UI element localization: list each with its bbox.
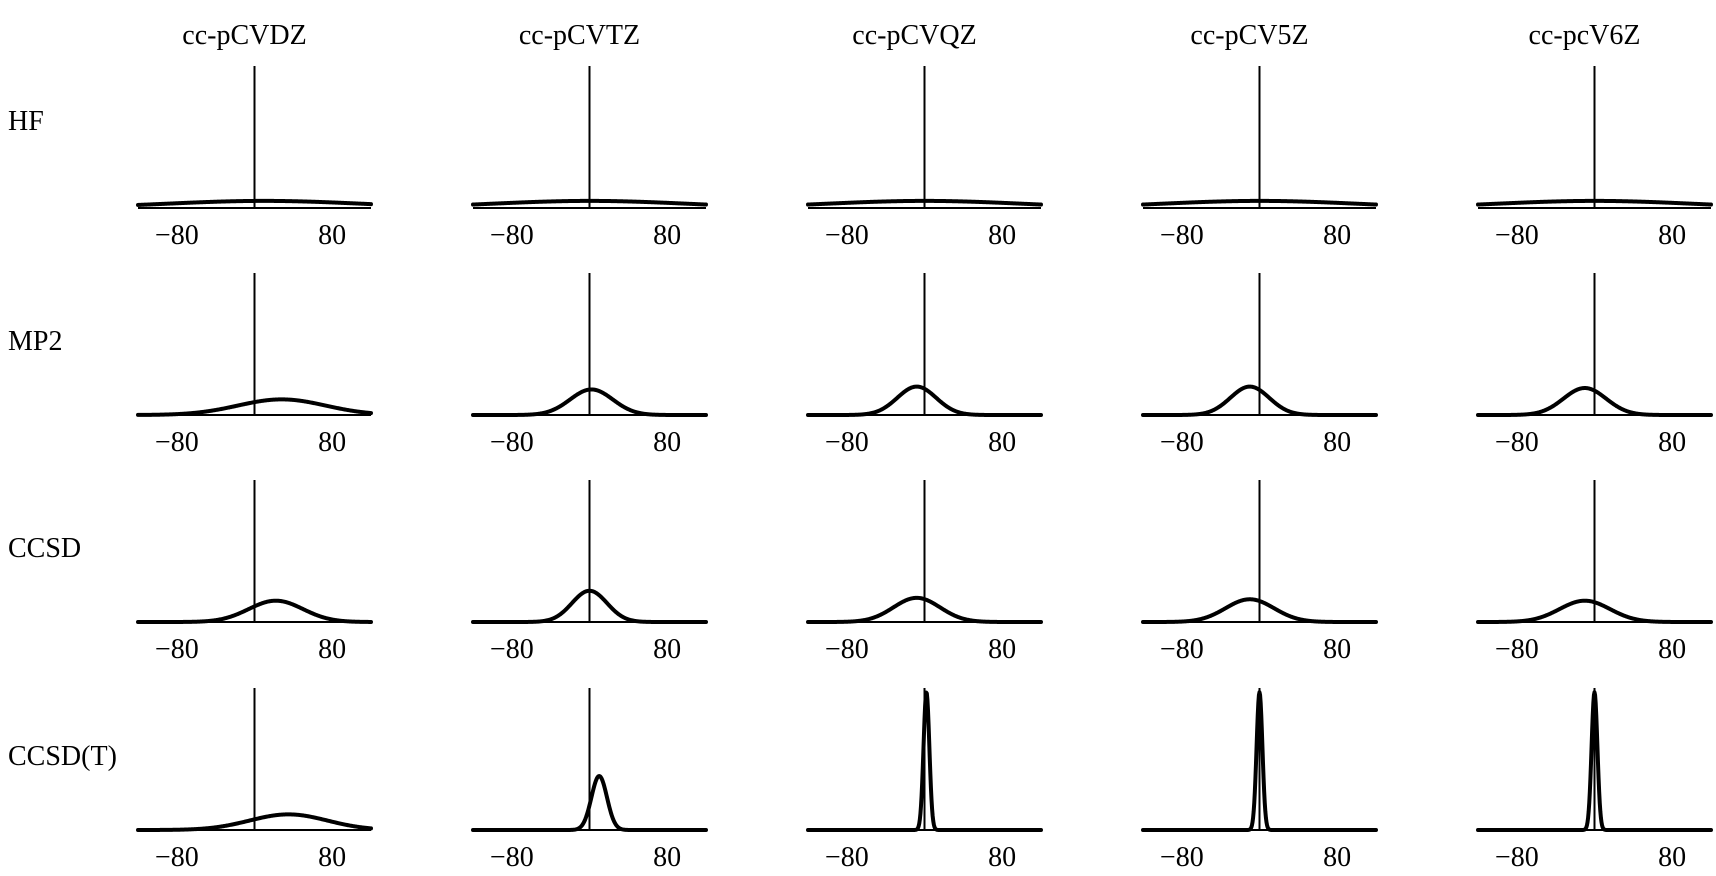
x-tick-label: 80 xyxy=(318,427,346,458)
panel: −80 80 xyxy=(1141,688,1378,873)
x-tick-label: 80 xyxy=(1323,842,1351,873)
distribution-curve xyxy=(471,588,708,624)
x-tick-label: −80 xyxy=(155,842,199,873)
distribution-curve xyxy=(1141,384,1378,417)
panel: −80 80 xyxy=(1141,66,1378,251)
x-tick-label: −80 xyxy=(825,634,869,665)
distribution-curve xyxy=(471,387,708,417)
panel: −80 80 xyxy=(136,480,373,665)
distribution-curve xyxy=(471,198,708,207)
x-tick-label: −80 xyxy=(1495,427,1539,458)
x-tick-label: −80 xyxy=(825,220,869,251)
row-label: CCSD(T) xyxy=(8,741,117,772)
panel: −80 80 xyxy=(136,273,373,458)
x-tick-label: 80 xyxy=(318,634,346,665)
x-tick-label: 80 xyxy=(653,842,681,873)
distribution-curve xyxy=(136,812,373,832)
panel: −80 80 xyxy=(471,688,708,873)
distribution-curve xyxy=(806,384,1043,417)
x-tick-label: 80 xyxy=(653,427,681,458)
distribution-curve xyxy=(1476,690,1713,832)
distribution-curve xyxy=(136,397,373,417)
panel: −80 80 xyxy=(806,480,1043,665)
x-tick-label: 80 xyxy=(988,427,1016,458)
x-tick-label: 80 xyxy=(1323,220,1351,251)
column-title: cc-pcV6Z xyxy=(1529,20,1641,51)
x-tick-label: −80 xyxy=(825,427,869,458)
panel: −80 80 xyxy=(471,480,708,665)
x-tick-label: −80 xyxy=(490,634,534,665)
distribution-curve xyxy=(1476,386,1713,417)
x-tick-label: −80 xyxy=(490,842,534,873)
x-tick-label: 80 xyxy=(988,634,1016,665)
distribution-curve xyxy=(1476,598,1713,624)
x-tick-label: 80 xyxy=(988,220,1016,251)
distribution-curve xyxy=(1141,198,1378,207)
x-tick-label: −80 xyxy=(1495,634,1539,665)
panel: −80 80 xyxy=(136,688,373,873)
column-title: cc-pCVQZ xyxy=(852,20,976,51)
x-tick-label: 80 xyxy=(988,842,1016,873)
column-title: cc-pCV5Z xyxy=(1190,20,1308,51)
x-tick-label: −80 xyxy=(1160,220,1204,251)
row-label: CCSD xyxy=(8,533,81,564)
x-tick-label: 80 xyxy=(1658,634,1686,665)
panel: −80 80 xyxy=(1141,273,1378,458)
x-tick-label: −80 xyxy=(490,427,534,458)
panel: −80 80 xyxy=(471,66,708,251)
x-tick-label: −80 xyxy=(1160,634,1204,665)
distribution-curve xyxy=(136,198,373,207)
x-tick-label: 80 xyxy=(1658,842,1686,873)
panel: −80 80 xyxy=(806,66,1043,251)
column-title: cc-pCVDZ xyxy=(182,20,306,51)
x-tick-label: −80 xyxy=(1160,427,1204,458)
panel: −80 80 xyxy=(471,273,708,458)
panel: −80 80 xyxy=(1476,480,1713,665)
column-title: cc-pCVTZ xyxy=(519,20,640,51)
distribution-curve xyxy=(806,198,1043,207)
distribution-curve xyxy=(1476,198,1713,207)
panel: −80 80 xyxy=(1476,688,1713,873)
x-tick-label: −80 xyxy=(1495,220,1539,251)
x-tick-label: 80 xyxy=(653,634,681,665)
x-tick-label: 80 xyxy=(318,220,346,251)
x-tick-label: −80 xyxy=(155,427,199,458)
x-tick-label: 80 xyxy=(1323,427,1351,458)
row-label: MP2 xyxy=(8,326,62,357)
distribution-curve xyxy=(806,595,1043,624)
x-tick-label: −80 xyxy=(490,220,534,251)
distribution-curve xyxy=(1141,597,1378,624)
distribution-curve xyxy=(136,598,373,624)
panel: −80 80 xyxy=(1476,273,1713,458)
x-tick-label: 80 xyxy=(653,220,681,251)
x-tick-label: 80 xyxy=(1658,427,1686,458)
x-tick-label: −80 xyxy=(1495,842,1539,873)
panel: −80 80 xyxy=(806,273,1043,458)
panel: −80 80 xyxy=(136,66,373,251)
row-label: HF xyxy=(8,106,44,137)
x-tick-label: 80 xyxy=(318,842,346,873)
panel: −80 80 xyxy=(1141,480,1378,665)
x-tick-label: −80 xyxy=(155,634,199,665)
x-tick-label: −80 xyxy=(155,220,199,251)
x-tick-label: 80 xyxy=(1658,220,1686,251)
x-tick-label: −80 xyxy=(1160,842,1204,873)
distribution-curve xyxy=(1141,690,1378,832)
x-tick-label: 80 xyxy=(1323,634,1351,665)
panel: −80 80 xyxy=(806,688,1043,873)
distribution-curve xyxy=(471,774,708,832)
distribution-curve xyxy=(806,690,1043,832)
x-tick-label: −80 xyxy=(825,842,869,873)
panel: −80 80 xyxy=(1476,66,1713,251)
